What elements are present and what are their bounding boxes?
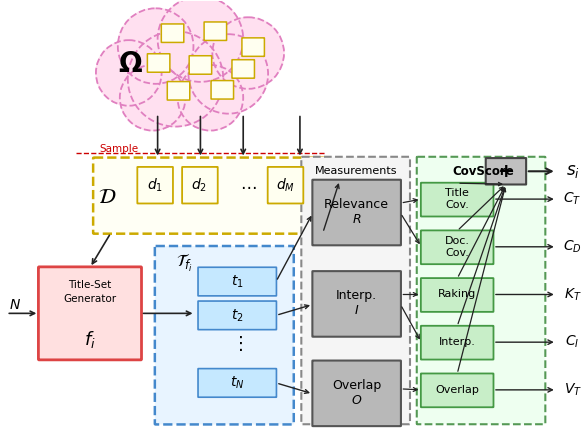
Text: $C_I$: $C_I$ <box>565 334 580 350</box>
Circle shape <box>96 40 162 106</box>
Text: Interp.: Interp. <box>439 337 476 347</box>
FancyBboxPatch shape <box>204 22 227 40</box>
FancyBboxPatch shape <box>421 183 493 216</box>
FancyBboxPatch shape <box>421 374 493 407</box>
Circle shape <box>128 31 223 126</box>
Text: Overlap: Overlap <box>435 385 479 395</box>
Text: $t_1$: $t_1$ <box>231 273 244 290</box>
FancyBboxPatch shape <box>301 157 410 424</box>
FancyBboxPatch shape <box>312 180 401 245</box>
Circle shape <box>120 65 186 131</box>
FancyBboxPatch shape <box>421 230 493 264</box>
FancyBboxPatch shape <box>421 326 493 359</box>
Text: Sample: Sample <box>99 144 138 154</box>
FancyBboxPatch shape <box>486 158 526 184</box>
FancyBboxPatch shape <box>93 157 323 233</box>
Text: $\vdots$: $\vdots$ <box>231 334 243 353</box>
Circle shape <box>158 0 243 82</box>
Text: Relevance
$R$: Relevance $R$ <box>324 198 389 226</box>
FancyBboxPatch shape <box>421 278 493 312</box>
FancyBboxPatch shape <box>242 38 264 56</box>
FancyBboxPatch shape <box>167 82 190 100</box>
FancyBboxPatch shape <box>147 54 170 72</box>
FancyBboxPatch shape <box>39 267 141 360</box>
FancyBboxPatch shape <box>232 60 254 78</box>
FancyBboxPatch shape <box>268 167 304 203</box>
Text: $d_2$: $d_2$ <box>192 176 207 194</box>
FancyBboxPatch shape <box>417 157 546 424</box>
Text: $\mathcal{T}_{f_i}$: $\mathcal{T}_{f_i}$ <box>176 252 192 274</box>
Circle shape <box>178 65 243 131</box>
FancyBboxPatch shape <box>198 267 277 296</box>
Text: Title-Set
Generator: Title-Set Generator <box>63 280 117 304</box>
Text: $\mathbf{\Omega}$: $\mathbf{\Omega}$ <box>118 50 143 78</box>
Text: Title
Cov.: Title Cov. <box>445 188 469 210</box>
Text: $d_1$: $d_1$ <box>146 176 163 194</box>
Text: $t_N$: $t_N$ <box>230 375 244 391</box>
Text: $\mathcal{D}$: $\mathcal{D}$ <box>98 187 116 207</box>
Text: Measurements: Measurements <box>315 166 397 176</box>
Circle shape <box>189 34 268 114</box>
Text: $\cdots$: $\cdots$ <box>240 177 257 195</box>
Text: $d_M$: $d_M$ <box>275 176 295 194</box>
Circle shape <box>212 17 284 89</box>
FancyBboxPatch shape <box>211 80 234 99</box>
Text: +: + <box>498 162 514 181</box>
Circle shape <box>118 8 193 84</box>
Text: $t_2$: $t_2$ <box>231 307 244 323</box>
Text: Interp.
$I$: Interp. $I$ <box>336 289 377 317</box>
Text: $C_D$: $C_D$ <box>563 239 582 255</box>
Text: $N$: $N$ <box>9 298 21 313</box>
Text: $\boldsymbol{s_i}$: $\boldsymbol{s_i}$ <box>565 162 580 180</box>
FancyBboxPatch shape <box>198 369 277 397</box>
Text: Overlap
$O$: Overlap $O$ <box>332 379 381 407</box>
FancyBboxPatch shape <box>312 360 401 426</box>
Text: $f_i$: $f_i$ <box>84 329 96 350</box>
Text: Raking: Raking <box>438 289 476 299</box>
FancyBboxPatch shape <box>182 167 218 203</box>
FancyBboxPatch shape <box>189 56 212 74</box>
FancyBboxPatch shape <box>155 246 294 424</box>
Text: $C_T$: $C_T$ <box>564 191 582 207</box>
Text: $K_T$: $K_T$ <box>564 286 581 303</box>
FancyBboxPatch shape <box>137 167 173 203</box>
Text: CovScore: CovScore <box>452 165 514 178</box>
Text: $V_T$: $V_T$ <box>564 382 582 398</box>
FancyBboxPatch shape <box>312 271 401 337</box>
FancyBboxPatch shape <box>161 24 184 43</box>
Text: Doc.
Cov.: Doc. Cov. <box>445 236 469 258</box>
FancyBboxPatch shape <box>198 301 277 330</box>
